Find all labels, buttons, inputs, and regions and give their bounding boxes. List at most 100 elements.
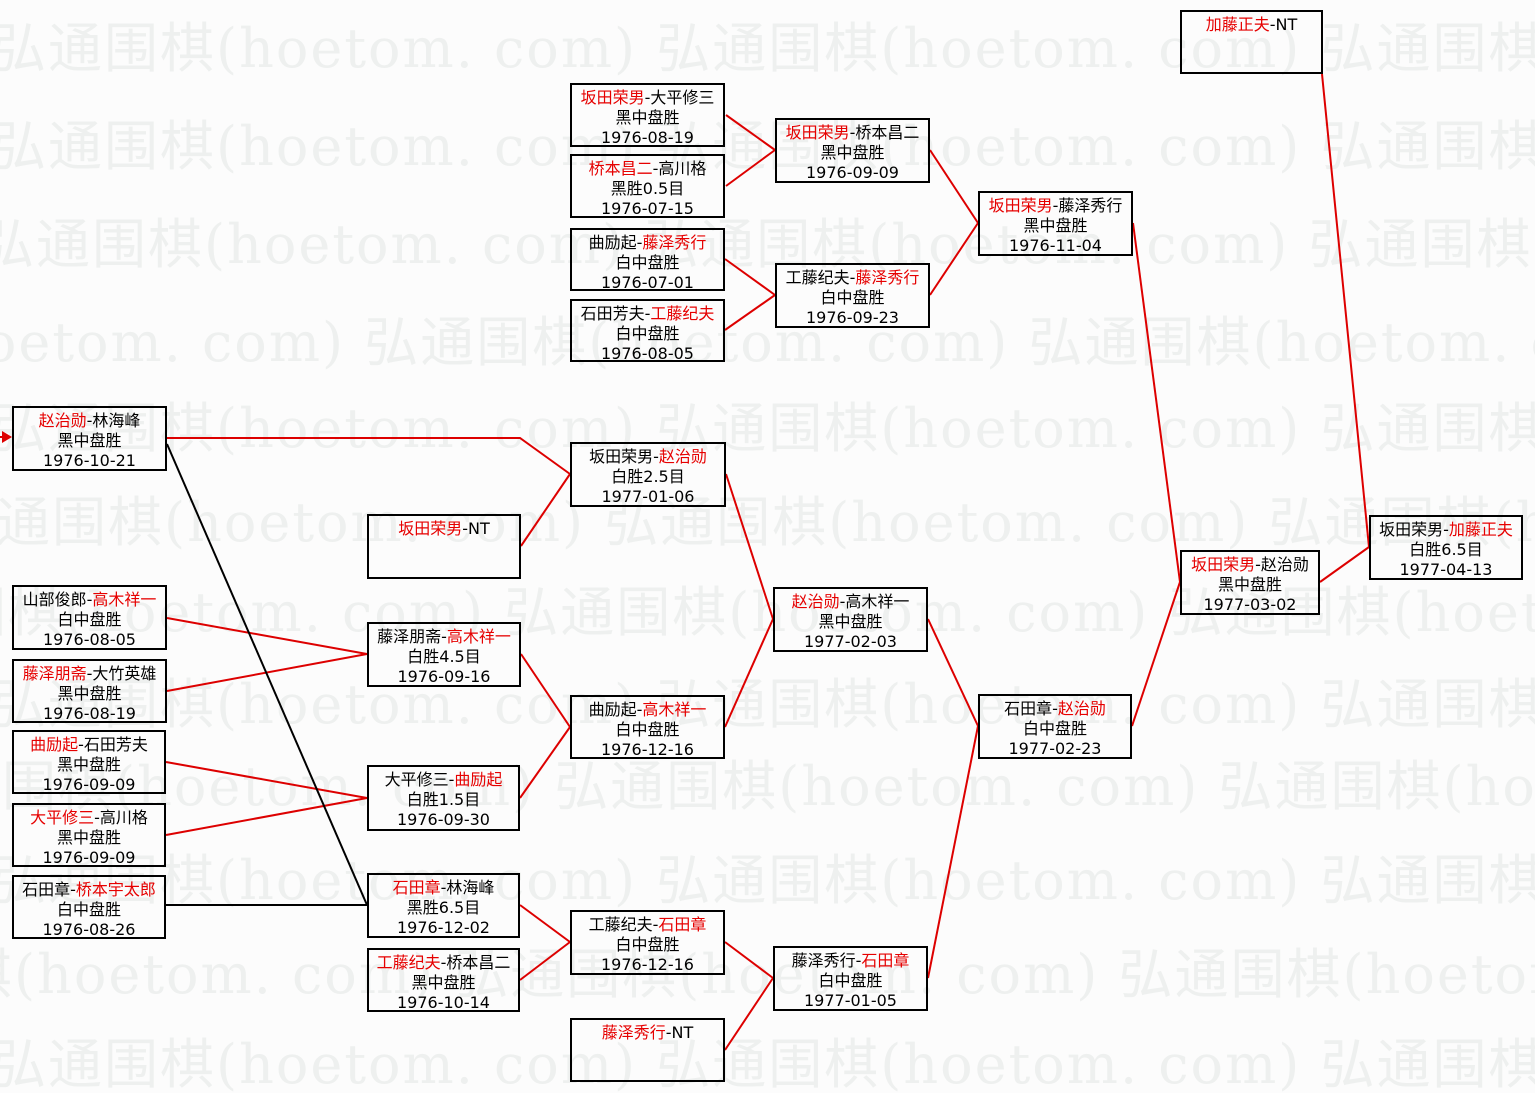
match-box: 大平修三-高川格 黑中盘胜 1976-09-09: [12, 803, 166, 867]
matchup-separator: -: [653, 447, 659, 466]
matchup-separator: -: [1269, 15, 1276, 34]
connector-line: [724, 941, 774, 979]
matchup: 坂田荣男-赵治勋: [572, 447, 724, 467]
match-box: 赵治勋-高木祥一 黑中盘胜 1977-02-03: [773, 587, 928, 652]
watermark-text: 弘通围棋(hoetom. com) 弘通围棋(hoetom. com) 弘通围棋…: [0, 673, 1535, 736]
matchup: 赵治勋-林海峰: [14, 411, 165, 431]
matchup-separator: -: [855, 951, 862, 970]
player1-name: 山部俊郎: [22, 590, 87, 609]
player2-name: 加藤正夫: [1448, 520, 1513, 539]
result: 黑中盘胜: [411, 973, 476, 992]
player1-name: 坂田荣男: [1191, 555, 1256, 574]
connector-line: [725, 149, 776, 187]
matchup-separator: -: [86, 664, 93, 683]
matchup: 石田章-赵治勋: [980, 699, 1130, 719]
player1-name: 坂田荣男: [785, 123, 850, 142]
connector-line: [166, 617, 368, 655]
player2-name: 大竹英雄: [92, 664, 157, 683]
result: [572, 1043, 723, 1063]
player1-name: 藤泽朋斋: [377, 627, 442, 646]
matchup: 坂田荣男-加藤正夫: [1371, 520, 1521, 540]
date: 1977-02-03: [804, 632, 897, 651]
matchup: 曲励起-石田芳夫: [14, 735, 164, 755]
matchup-separator: -: [1255, 555, 1261, 574]
connector-line: [724, 258, 776, 296]
match-box: 石田章-赵治勋 白中盘胜 1977-02-23: [978, 694, 1132, 759]
date: 1976-08-05: [43, 630, 136, 649]
result: 白中盘胜: [820, 288, 885, 307]
match-box: 山部俊郎-高木祥一 白中盘胜 1976-08-05: [12, 585, 167, 650]
player1-name: 曲励起: [30, 735, 79, 754]
match-box: 工藤纪夫-藤泽秀行 白中盘胜 1976-09-23: [775, 263, 930, 328]
result: 白中盘胜: [615, 720, 680, 739]
matchup: 坂田荣男-赵治勋: [1182, 555, 1318, 575]
player2-name: 高木祥一: [446, 627, 511, 646]
player2-name: NT: [671, 1023, 694, 1042]
player1-name: 藤泽秀行: [601, 1023, 666, 1042]
matchup-separator: -: [1052, 196, 1059, 215]
player1-name: 石田章: [22, 880, 71, 899]
matchup-separator: -: [1052, 699, 1058, 718]
connector-line: [725, 114, 776, 151]
player1-name: 藤泽朋斋: [22, 664, 87, 683]
result: 白中盘胜: [818, 971, 883, 990]
date: 1976-09-09: [42, 775, 136, 794]
date: 1976-08-05: [601, 344, 694, 363]
match-box: 石田章-林海峰 黑胜6.5目 1976-12-02: [367, 873, 520, 938]
result: 黑中盘胜: [56, 755, 121, 774]
result: 白胜4.5目: [407, 647, 481, 666]
watermark-text: 弘通围棋(hoetom. com) 弘通围棋(hoetom. com) 弘通围棋…: [0, 311, 1535, 374]
result: 黑中盘胜: [820, 143, 885, 162]
matchup: 曲励起-藤泽秀行: [572, 233, 723, 253]
matchup: 曲励起-高木祥一: [572, 700, 723, 720]
matchup-separator: -: [839, 592, 846, 611]
matchup: 石田章-林海峰: [369, 878, 518, 898]
match-box: 藤泽秀行-NT: [570, 1018, 725, 1082]
player1-name: 坂田荣男: [580, 88, 645, 107]
matchup: 坂田荣男-藤泽秀行: [980, 196, 1131, 216]
connector-line: [165, 761, 368, 799]
date: 1976-09-30: [397, 810, 490, 829]
matchup-separator: -: [440, 953, 447, 972]
connector-line: [166, 443, 368, 906]
matchup-separator: -: [849, 268, 856, 287]
player2-name: 工藤纪夫: [650, 304, 715, 323]
matchup: 工藤纪夫-桥本昌二: [369, 953, 518, 973]
player2-name: 高川格: [99, 808, 148, 827]
connector-line: [724, 977, 774, 1051]
entry-arrow-head: [2, 431, 12, 443]
date: 1976-07-01: [601, 273, 694, 292]
matchup: 坂田荣男-大平修三: [572, 88, 723, 108]
connector-line: [927, 725, 979, 979]
matchup: 石田芳夫-工藤纪夫: [572, 304, 723, 324]
date: 1977-04-13: [1399, 560, 1493, 579]
date: 1976-11-04: [1009, 236, 1102, 255]
result: [1182, 35, 1321, 55]
match-box: 坂田荣男-大平修三 黑中盘胜 1976-08-19: [570, 83, 725, 147]
matchup-separator: -: [652, 159, 659, 178]
date: 1976-10-21: [43, 451, 136, 470]
match-box: 坂田荣男-赵治勋 白胜2.5目 1977-01-06: [570, 442, 726, 507]
connector-line: [1131, 581, 1181, 727]
watermark-text: 弘通围棋(hoetom. com) 弘通围棋(hoetom. com) 弘通围棋…: [0, 491, 1535, 554]
player1-name: 工藤纪夫: [588, 915, 653, 934]
player1-name: 桥本昌二: [588, 159, 653, 178]
result: 黑中盘胜: [818, 612, 883, 631]
connector-line: [1319, 546, 1370, 583]
player2-name: 赵治勋: [1057, 699, 1106, 718]
date: [1182, 55, 1321, 75]
date: 1976-09-09: [806, 163, 899, 182]
watermark-text: 弘通围棋(hoetom. com) 弘通围棋(hoetom. com) 弘通围棋…: [0, 1033, 1535, 1093]
date: 1976-12-16: [601, 740, 694, 759]
player2-name: 高川格: [658, 159, 707, 178]
connector-line: [519, 726, 571, 799]
player2-name: 高木祥一: [642, 700, 707, 719]
matchup: 藤泽秀行-NT: [572, 1023, 723, 1043]
matchup: 藤泽朋斋-大竹英雄: [14, 664, 165, 684]
player1-name: 坂田荣男: [988, 196, 1053, 215]
matchup-separator: -: [652, 915, 659, 934]
result: 黑胜6.5目: [406, 898, 481, 917]
result: 黑中盘胜: [57, 684, 122, 703]
match-box: 桥本昌二-高川格 黑胜0.5目 1976-07-15: [570, 154, 725, 218]
